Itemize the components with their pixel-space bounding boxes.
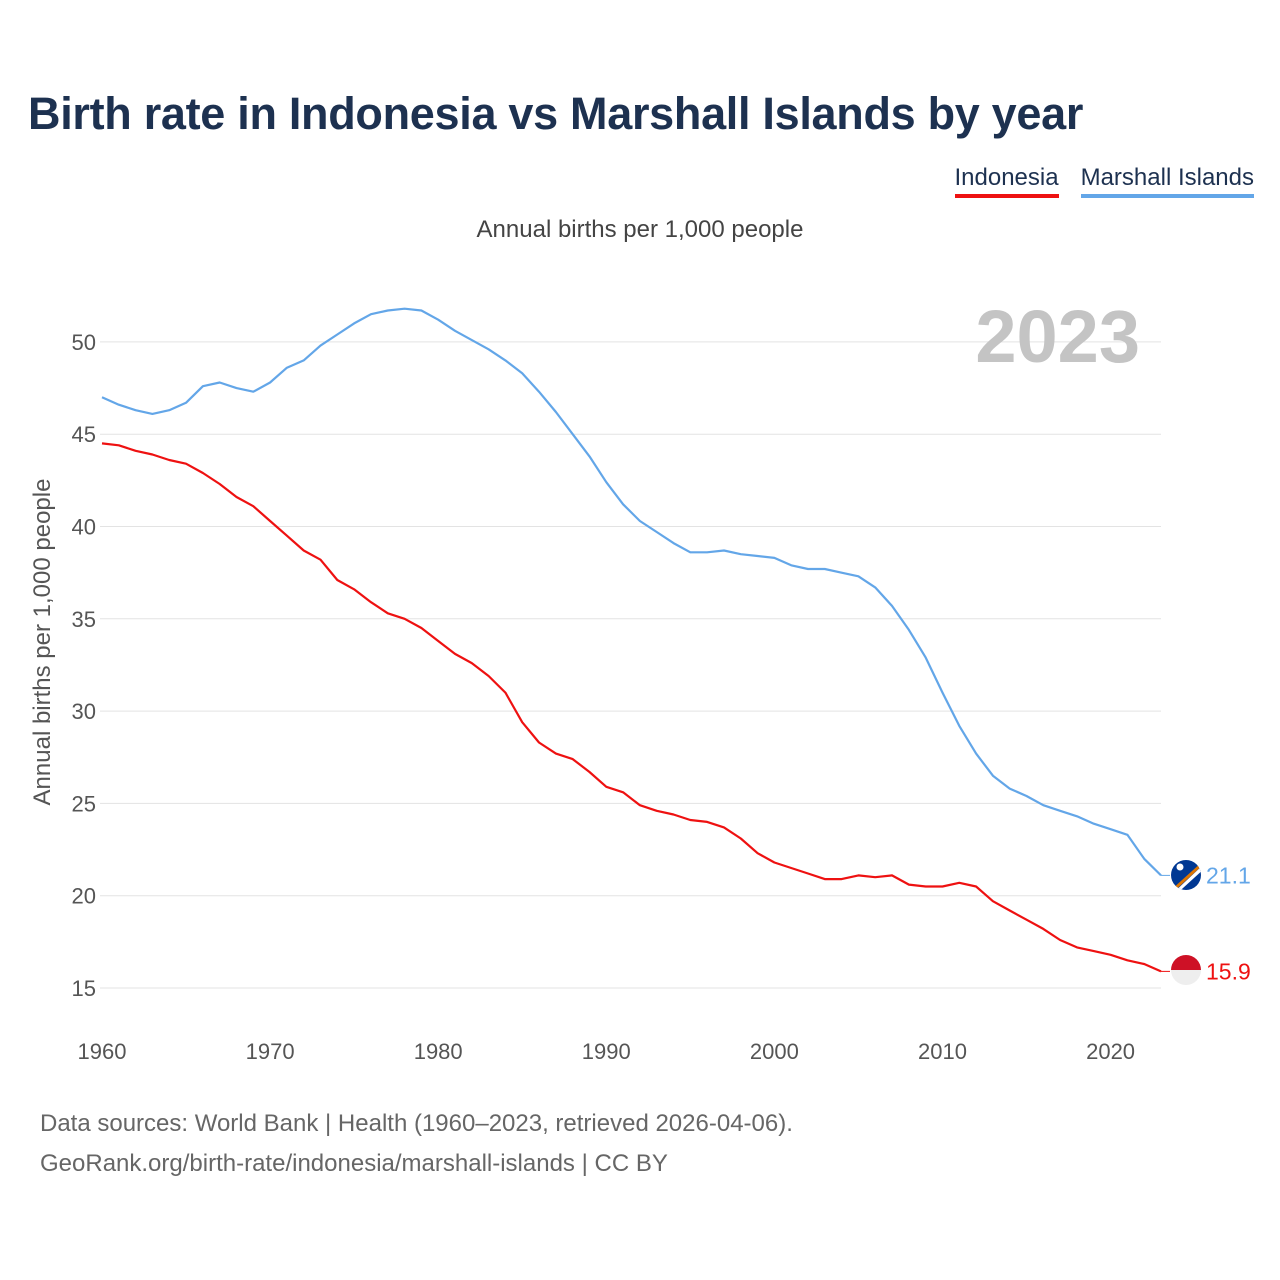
legend: Indonesia Marshall Islands	[954, 164, 1254, 198]
x-tick-label: 1980	[414, 1039, 463, 1064]
x-axis-ticks: 1960 1970 1980 1990 2000 2010 2020	[78, 1039, 1136, 1064]
series-line-marshall-islands[interactable]	[101, 307, 1162, 877]
y-tick-label: 15	[72, 976, 96, 1001]
data-source-note: Data sources: World Bank | Health (1960–…	[40, 1110, 793, 1137]
x-tick-label: 2010	[918, 1039, 967, 1064]
legend-item-indonesia[interactable]: Indonesia	[954, 164, 1059, 198]
y-axis-label: Annual births per 1,000 people	[29, 479, 56, 806]
x-tick-label: 1970	[246, 1039, 295, 1064]
y-tick-label: 50	[72, 330, 96, 355]
chart-subtitle: Annual births per 1,000 people	[476, 216, 804, 243]
y-tick-label: 35	[72, 607, 96, 632]
grid	[100, 341, 1161, 989]
series-line-indonesia[interactable]	[101, 442, 1162, 973]
end-labels: 15.9 21.1	[1161, 862, 1251, 984]
footer: Data sources: World Bank | Health (1960–…	[40, 1104, 793, 1184]
legend-item-marshall-islands[interactable]: Marshall Islands	[1080, 164, 1254, 198]
y-tick-label: 45	[72, 422, 96, 447]
y-tick-label: 40	[72, 515, 96, 540]
y-tick-label: 30	[72, 699, 96, 724]
marshall-islands-flag-icon	[1171, 860, 1201, 890]
source-url[interactable]: GeoRank.org/birth-rate/indonesia/marshal…	[40, 1150, 668, 1177]
indonesia-flag-icon	[1171, 955, 1201, 985]
year-watermark: 2023	[975, 295, 1140, 378]
x-tick-label: 1990	[582, 1039, 631, 1064]
y-tick-label: 25	[72, 791, 96, 816]
chart-title: Birth rate in Indonesia vs Marshall Isla…	[28, 88, 1084, 139]
y-axis-ticks: 15 20 25 30 35 40 45 50	[72, 330, 96, 1001]
y-tick-label: 20	[72, 884, 96, 909]
series	[101, 307, 1162, 973]
end-label-marshall-islands: 21.1	[1206, 862, 1251, 888]
x-tick-label: 1960	[78, 1039, 127, 1064]
x-tick-label: 2020	[1086, 1039, 1135, 1064]
x-tick-label: 2000	[750, 1039, 799, 1064]
end-label-indonesia: 15.9	[1206, 958, 1251, 984]
